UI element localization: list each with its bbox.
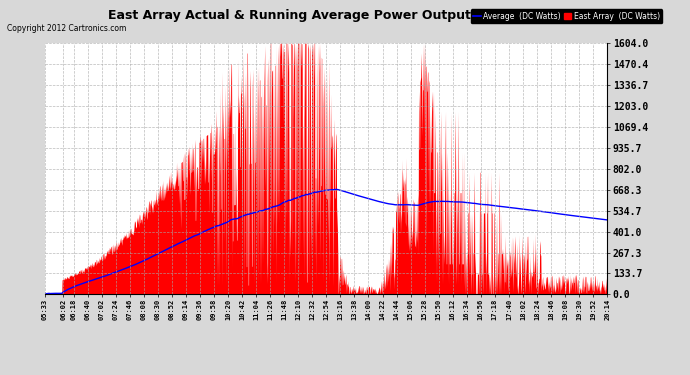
Text: East Array Actual & Running Average Power Output Fri Jul 13 20:21: East Array Actual & Running Average Powe…: [108, 9, 582, 22]
Text: Copyright 2012 Cartronics.com: Copyright 2012 Cartronics.com: [7, 24, 126, 33]
Legend: Average  (DC Watts), East Array  (DC Watts): Average (DC Watts), East Array (DC Watts…: [471, 9, 662, 23]
